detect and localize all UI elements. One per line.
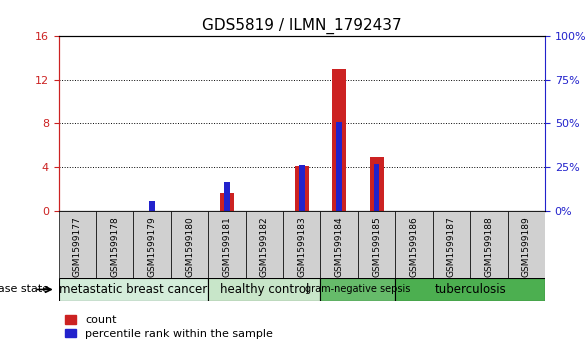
Bar — [374, 164, 379, 211]
Bar — [96, 211, 134, 278]
Bar — [358, 211, 396, 278]
Bar — [208, 211, 246, 278]
Text: GSM1599178: GSM1599178 — [110, 216, 119, 277]
Text: healthy control: healthy control — [220, 283, 309, 296]
Legend: count, percentile rank within the sample: count, percentile rank within the sample — [64, 314, 274, 340]
Bar — [470, 211, 507, 278]
Text: GSM1599186: GSM1599186 — [410, 216, 418, 277]
Text: GSM1599179: GSM1599179 — [148, 216, 156, 277]
Text: gram-negative sepsis: gram-negative sepsis — [305, 285, 411, 294]
Text: GSM1599188: GSM1599188 — [485, 216, 493, 277]
Bar — [321, 278, 396, 301]
Bar — [295, 166, 309, 211]
Bar — [507, 211, 545, 278]
Bar — [370, 157, 384, 211]
Bar — [396, 278, 545, 301]
Bar — [332, 69, 346, 211]
Bar — [220, 193, 234, 211]
Text: disease state: disease state — [0, 285, 53, 294]
Text: GSM1599180: GSM1599180 — [185, 216, 194, 277]
Bar — [321, 211, 358, 278]
Bar — [396, 211, 432, 278]
Text: GSM1599187: GSM1599187 — [447, 216, 456, 277]
Text: GSM1599177: GSM1599177 — [73, 216, 82, 277]
Bar — [171, 211, 208, 278]
Text: metastatic breast cancer: metastatic breast cancer — [59, 283, 207, 296]
Bar — [59, 211, 96, 278]
Bar — [208, 278, 321, 301]
Text: GSM1599189: GSM1599189 — [522, 216, 531, 277]
Bar — [149, 201, 155, 211]
Text: GSM1599185: GSM1599185 — [372, 216, 381, 277]
Text: GSM1599182: GSM1599182 — [260, 216, 269, 277]
Bar — [134, 211, 171, 278]
Bar — [299, 165, 305, 211]
Bar — [283, 211, 321, 278]
Text: GSM1599183: GSM1599183 — [297, 216, 306, 277]
Bar — [336, 122, 342, 211]
Title: GDS5819 / ILMN_1792437: GDS5819 / ILMN_1792437 — [202, 17, 401, 33]
Text: GSM1599181: GSM1599181 — [223, 216, 231, 277]
Bar — [246, 211, 283, 278]
Text: GSM1599184: GSM1599184 — [335, 216, 344, 277]
Text: tuberculosis: tuberculosis — [434, 283, 506, 296]
Bar — [224, 182, 230, 211]
Bar — [59, 278, 208, 301]
Bar — [432, 211, 470, 278]
